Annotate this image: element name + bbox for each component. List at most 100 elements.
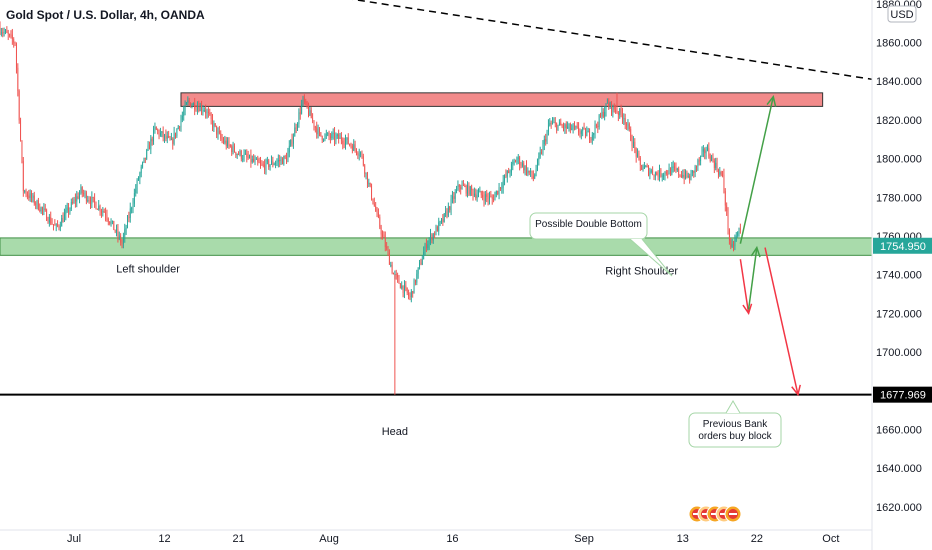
candle-body[interactable] bbox=[183, 111, 185, 116]
candle-body[interactable] bbox=[328, 133, 330, 137]
candle-body[interactable] bbox=[585, 128, 586, 137]
candle-body[interactable] bbox=[320, 132, 322, 136]
candle-body[interactable] bbox=[266, 160, 268, 162]
candle-body[interactable] bbox=[61, 218, 63, 227]
candle-body[interactable] bbox=[675, 167, 677, 171]
candle-body[interactable] bbox=[593, 132, 595, 135]
candle-body[interactable] bbox=[490, 196, 492, 198]
candle-body[interactable] bbox=[478, 192, 479, 196]
candle-body[interactable] bbox=[22, 161, 24, 192]
candle-body[interactable] bbox=[70, 202, 72, 209]
candle-body[interactable] bbox=[601, 111, 603, 117]
candle-body[interactable] bbox=[298, 112, 300, 124]
candle-body[interactable] bbox=[0, 32, 2, 34]
candle-body[interactable] bbox=[303, 96, 305, 102]
candle-body[interactable] bbox=[469, 186, 471, 195]
candle-body[interactable] bbox=[243, 154, 245, 159]
candle-body[interactable] bbox=[26, 194, 28, 196]
candle-body[interactable] bbox=[497, 190, 499, 195]
candle-body[interactable] bbox=[269, 164, 271, 168]
candle-body[interactable] bbox=[682, 174, 684, 178]
candle-body[interactable] bbox=[353, 144, 355, 151]
candle-body[interactable] bbox=[109, 221, 111, 224]
candle-body[interactable] bbox=[711, 156, 713, 162]
candle-body[interactable] bbox=[642, 168, 644, 170]
candle-body[interactable] bbox=[157, 129, 159, 131]
candle-body[interactable] bbox=[133, 193, 135, 204]
candle-body[interactable] bbox=[727, 210, 729, 230]
candle-body[interactable] bbox=[457, 184, 459, 190]
candle-body[interactable] bbox=[689, 175, 691, 181]
candle-body[interactable] bbox=[287, 152, 289, 163]
candle-body[interactable] bbox=[575, 126, 577, 128]
candle-body[interactable] bbox=[184, 104, 186, 112]
candle-body[interactable] bbox=[416, 273, 418, 283]
candle-body[interactable] bbox=[69, 208, 71, 213]
candle-body[interactable] bbox=[628, 124, 630, 130]
candle-body[interactable] bbox=[730, 240, 732, 247]
candle-body[interactable] bbox=[574, 125, 575, 127]
candle-body[interactable] bbox=[351, 146, 353, 151]
candle-body[interactable] bbox=[436, 226, 438, 232]
candle-body[interactable] bbox=[707, 148, 708, 151]
candle-body[interactable] bbox=[691, 170, 693, 173]
candle-body[interactable] bbox=[175, 132, 176, 136]
candle-body[interactable] bbox=[538, 156, 540, 160]
candle-body[interactable] bbox=[177, 126, 179, 130]
candle-body[interactable] bbox=[172, 138, 174, 144]
candle-body[interactable] bbox=[194, 103, 196, 110]
candle-body[interactable] bbox=[282, 158, 283, 165]
candle-body[interactable] bbox=[286, 157, 287, 163]
candle-body[interactable] bbox=[371, 185, 372, 199]
candle-body[interactable] bbox=[62, 218, 64, 222]
candle-body[interactable] bbox=[59, 226, 61, 228]
candle-body[interactable] bbox=[671, 166, 673, 175]
candle-body[interactable] bbox=[460, 186, 462, 190]
price-tag-2[interactable] bbox=[873, 386, 932, 403]
candle-body[interactable] bbox=[652, 170, 654, 175]
candle-body[interactable] bbox=[20, 120, 21, 141]
candle-body[interactable] bbox=[579, 132, 581, 134]
candle-body[interactable] bbox=[342, 140, 344, 144]
candle-body[interactable] bbox=[32, 195, 34, 199]
candle-body[interactable] bbox=[48, 217, 50, 223]
candle-body[interactable] bbox=[50, 217, 52, 224]
candle-body[interactable] bbox=[376, 211, 378, 213]
candle-body[interactable] bbox=[155, 126, 157, 130]
candle-body[interactable] bbox=[140, 166, 142, 174]
candle-body[interactable] bbox=[154, 126, 156, 130]
candle-body[interactable] bbox=[362, 156, 364, 166]
candle-body[interactable] bbox=[674, 166, 675, 168]
candle-body[interactable] bbox=[255, 158, 257, 160]
candle-body[interactable] bbox=[176, 129, 178, 136]
candle-body[interactable] bbox=[709, 156, 711, 162]
candle-body[interactable] bbox=[6, 30, 8, 33]
candle-body[interactable] bbox=[294, 127, 296, 137]
candle-body[interactable] bbox=[84, 192, 86, 194]
candle-body[interactable] bbox=[543, 139, 545, 145]
candle-body[interactable] bbox=[129, 208, 131, 218]
candle-body[interactable] bbox=[77, 196, 79, 199]
candle-body[interactable] bbox=[199, 105, 201, 112]
candle-body[interactable] bbox=[537, 159, 538, 170]
candle-body[interactable] bbox=[716, 162, 718, 170]
candle-body[interactable] bbox=[550, 122, 552, 124]
resistance-zone[interactable] bbox=[180, 92, 824, 107]
candle-body[interactable] bbox=[338, 134, 340, 139]
candle-body[interactable] bbox=[393, 273, 394, 275]
candle-body[interactable] bbox=[290, 139, 292, 146]
candle-body[interactable] bbox=[650, 170, 652, 172]
candle-body[interactable] bbox=[461, 185, 463, 190]
candle-body[interactable] bbox=[383, 234, 385, 238]
candle-body[interactable] bbox=[441, 218, 442, 222]
candle-body[interactable] bbox=[641, 164, 643, 170]
candle-body[interactable] bbox=[181, 115, 183, 120]
candle-body[interactable] bbox=[630, 129, 632, 141]
candle-body[interactable] bbox=[609, 102, 611, 107]
candle-body[interactable] bbox=[702, 149, 704, 152]
candle-body[interactable] bbox=[40, 207, 42, 212]
candle-body[interactable] bbox=[72, 202, 74, 204]
candle-body[interactable] bbox=[223, 140, 224, 143]
candle-body[interactable] bbox=[394, 273, 396, 275]
candle-body[interactable] bbox=[369, 182, 371, 186]
